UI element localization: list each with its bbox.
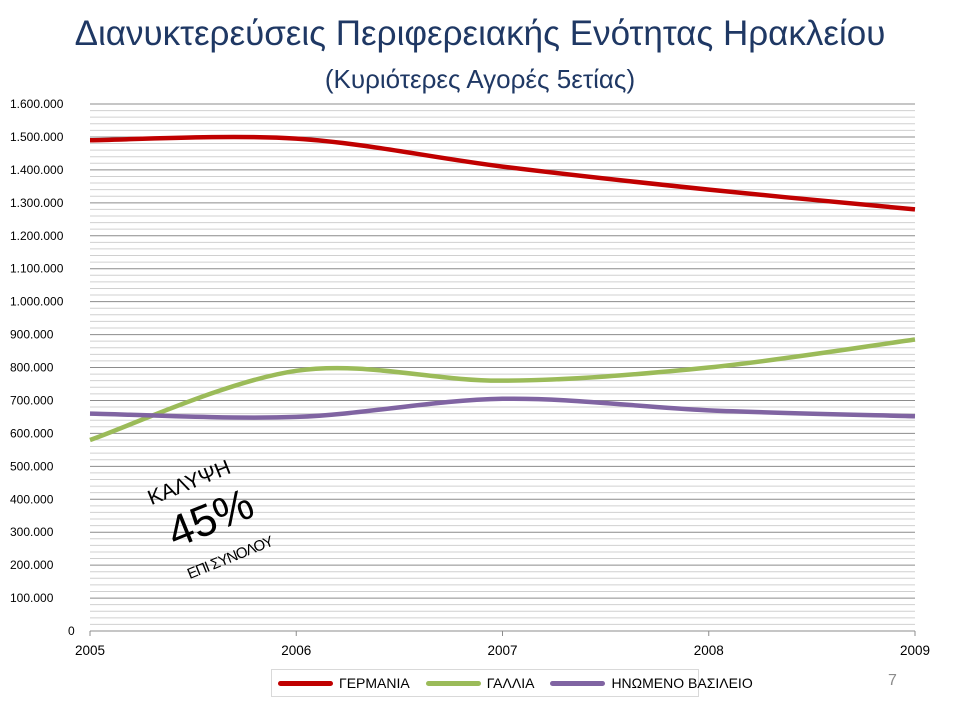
chart-grid [90, 103, 915, 632]
y-tick-label: 1.000.000 [10, 295, 64, 309]
y-tick-label: 800.000 [10, 361, 54, 375]
y-tick-label: 1.200.000 [10, 229, 64, 243]
y-tick-label: 100.000 [10, 591, 54, 605]
y-tick-label: 1.400.000 [10, 163, 64, 177]
y-tick-label: 1.500.000 [10, 130, 64, 144]
page-number: 7 [888, 672, 897, 689]
chart-legend: ΓΕΡΜΑΝΙΑ ΓΑΛΛΙΑ ΗΝΩΜΕΝΟ ΒΑΣΙΛΕΙΟ [271, 669, 753, 697]
legend-swatch-uk [550, 680, 606, 686]
legend-swatch-france [425, 680, 481, 686]
x-tick-label: 2008 [694, 643, 724, 658]
x-axis: 2005 2006 2007 2008 2009 [75, 630, 930, 658]
y-tick-label: 700.000 [10, 393, 54, 407]
legend-item-uk: ΗΝΩΜΕΝΟ ΒΑΣΙΛΕΙΟ [550, 675, 753, 691]
legend-label-germany: ΓΕΡΜΑΝΙΑ [339, 675, 410, 691]
x-tick-label: 2009 [900, 643, 930, 658]
series-line-uk [89, 396, 916, 420]
legend-swatch-germany [278, 680, 333, 686]
legend-item-france: ΓΑΛΛΙΑ [425, 675, 535, 691]
y-tick-label: 600.000 [10, 426, 54, 440]
y-tick-label: 200.000 [10, 558, 54, 572]
legend-item-germany: ΓΕΡΜΑΝΙΑ [278, 675, 410, 691]
x-tick-label: 2007 [487, 643, 517, 658]
series-line-france [89, 337, 916, 443]
legend-label-france: ΓΑΛΛΙΑ [486, 675, 535, 691]
y-tick-label: 300.000 [10, 525, 54, 539]
y-tick-label: 900.000 [10, 328, 54, 342]
y-tick-label: 1.600.000 [10, 97, 64, 111]
chart-subtitle: (Κυριότερες Αγορές 5ετίας) [324, 64, 636, 94]
y-tick-label: 1.300.000 [10, 196, 64, 210]
series-lines [89, 134, 916, 443]
y-axis: 0 100.000 200.000 300.000 400.000 500.000 600.… [10, 97, 75, 638]
series-line-germany [89, 134, 916, 212]
y-tick-label: 400.000 [10, 492, 54, 506]
chart-title: Διανυκτερεύσεις Περιφερειακής Ενότητας Η… [74, 14, 886, 53]
legend-label-uk: ΗΝΩΜΕΝΟ ΒΑΣΙΛΕΙΟ [611, 675, 753, 691]
y-tick-label: 1.100.000 [10, 262, 64, 276]
y-tick-label: 0 [68, 624, 75, 638]
y-tick-label: 500.000 [10, 459, 54, 473]
x-tick-label: 2005 [75, 643, 105, 658]
x-tick-label: 2006 [281, 643, 311, 658]
